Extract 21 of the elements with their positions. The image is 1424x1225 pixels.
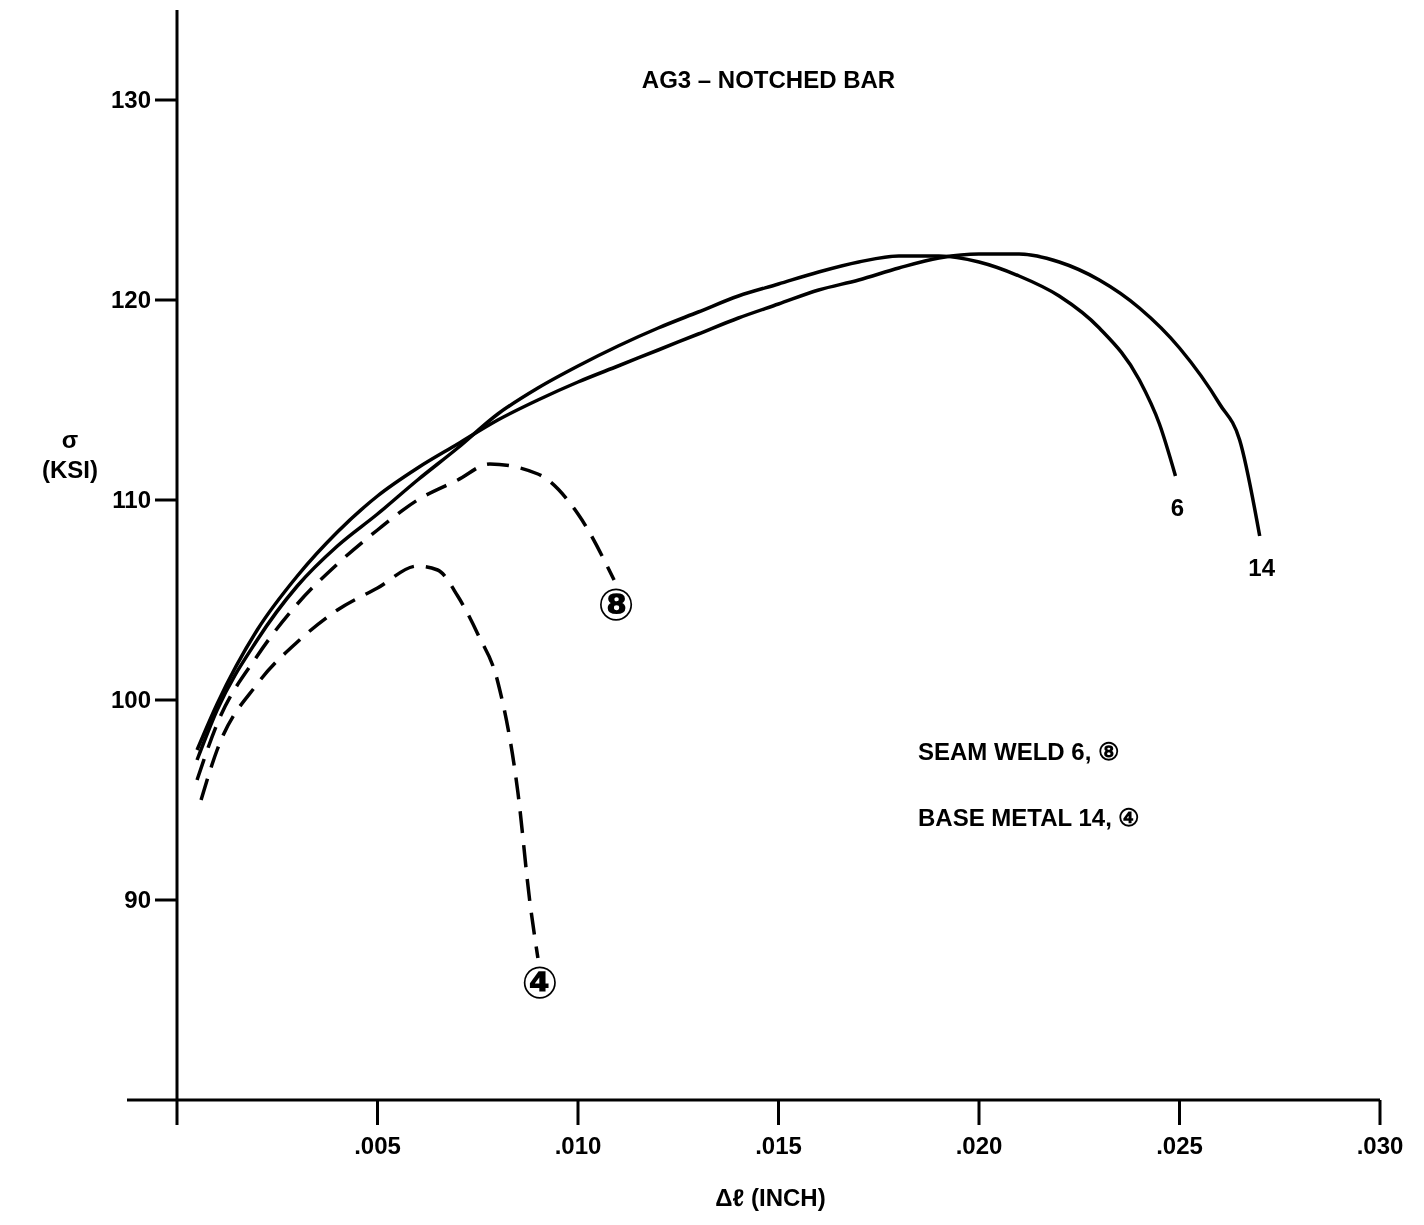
y-tick-label: 90 bbox=[124, 886, 151, 913]
x-tick-label: .015 bbox=[755, 1132, 802, 1159]
series-label: 14 bbox=[1248, 554, 1276, 581]
text: AG3 – NOTCHED BAR bbox=[641, 66, 896, 93]
x-axis-title: Δℓ (INCH) bbox=[715, 1184, 826, 1211]
series-label: ⑧ bbox=[597, 579, 635, 630]
y-axis-title: σ (KSI) bbox=[42, 426, 98, 483]
x-tick-label: .005 bbox=[354, 1132, 401, 1159]
x-tick-label: .025 bbox=[1156, 1132, 1203, 1159]
y-tick-label: 100 bbox=[110, 686, 151, 713]
annotation: SEAM WELD 6, ⑧ bbox=[918, 738, 1121, 765]
x-tick-label: .010 bbox=[554, 1132, 602, 1159]
x-tick-label: .030 bbox=[1356, 1132, 1404, 1159]
series-label: 6 bbox=[1170, 494, 1185, 521]
series-label: ④ bbox=[521, 957, 559, 1008]
x-tick-label: .020 bbox=[955, 1132, 1003, 1159]
y-tick-label: 110 bbox=[112, 486, 151, 513]
y-tick-label: 130 bbox=[110, 86, 151, 113]
y-tick-label: 120 bbox=[110, 286, 151, 313]
line-series bbox=[199, 564, 540, 960]
annotation: BASE METAL 14, ④ bbox=[918, 804, 1141, 831]
